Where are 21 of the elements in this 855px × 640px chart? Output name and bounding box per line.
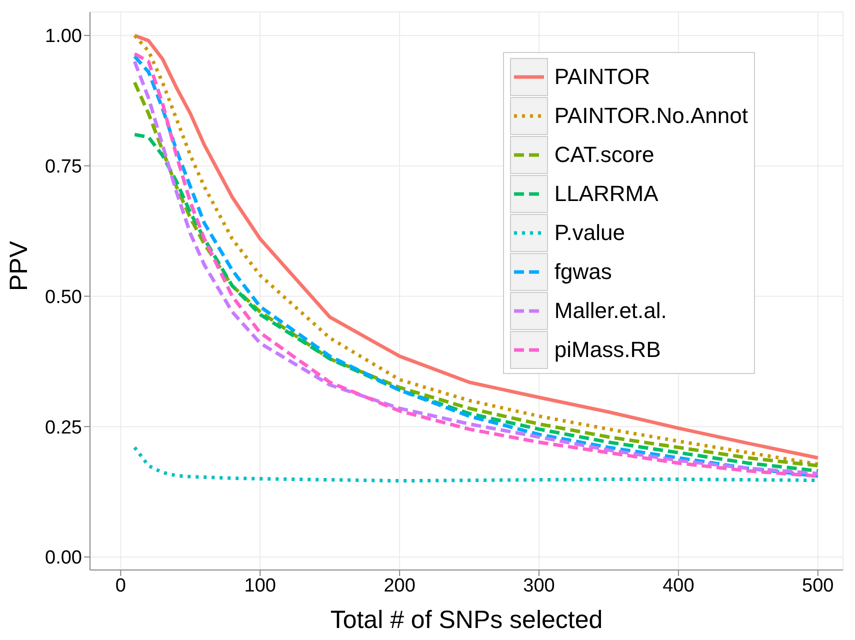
- legend-label: PAINTOR.No.Annot: [554, 102, 748, 128]
- y-tick-label: 1.00: [45, 26, 82, 48]
- legend-label: LLARRMA: [554, 180, 658, 206]
- legend-label: fgwas: [554, 258, 612, 284]
- y-tick-label: 0.50: [45, 286, 82, 308]
- y-tick-label: 0.00: [45, 548, 82, 569]
- x-tick-label: 0: [115, 575, 126, 596]
- x-tick-label: 400: [662, 575, 694, 596]
- x-tick-label: 200: [384, 575, 416, 596]
- legend-label: piMass.RB: [554, 336, 661, 362]
- legend-label: CAT.score: [554, 142, 654, 168]
- x-tick-label: 500: [802, 575, 834, 596]
- x-tick-label: 100: [244, 575, 276, 596]
- y-axis-title: PPV: [4, 240, 33, 291]
- x-axis-title: Total # of SNPs selected: [330, 606, 603, 634]
- legend-label: Maller.et.al.: [554, 298, 667, 324]
- legend-label: P.value: [554, 220, 625, 246]
- y-tick-label: 0.75: [45, 156, 82, 178]
- y-tick-label: 0.25: [45, 417, 82, 438]
- x-tick-label: 300: [523, 575, 555, 596]
- legend-label: PAINTOR: [554, 64, 650, 90]
